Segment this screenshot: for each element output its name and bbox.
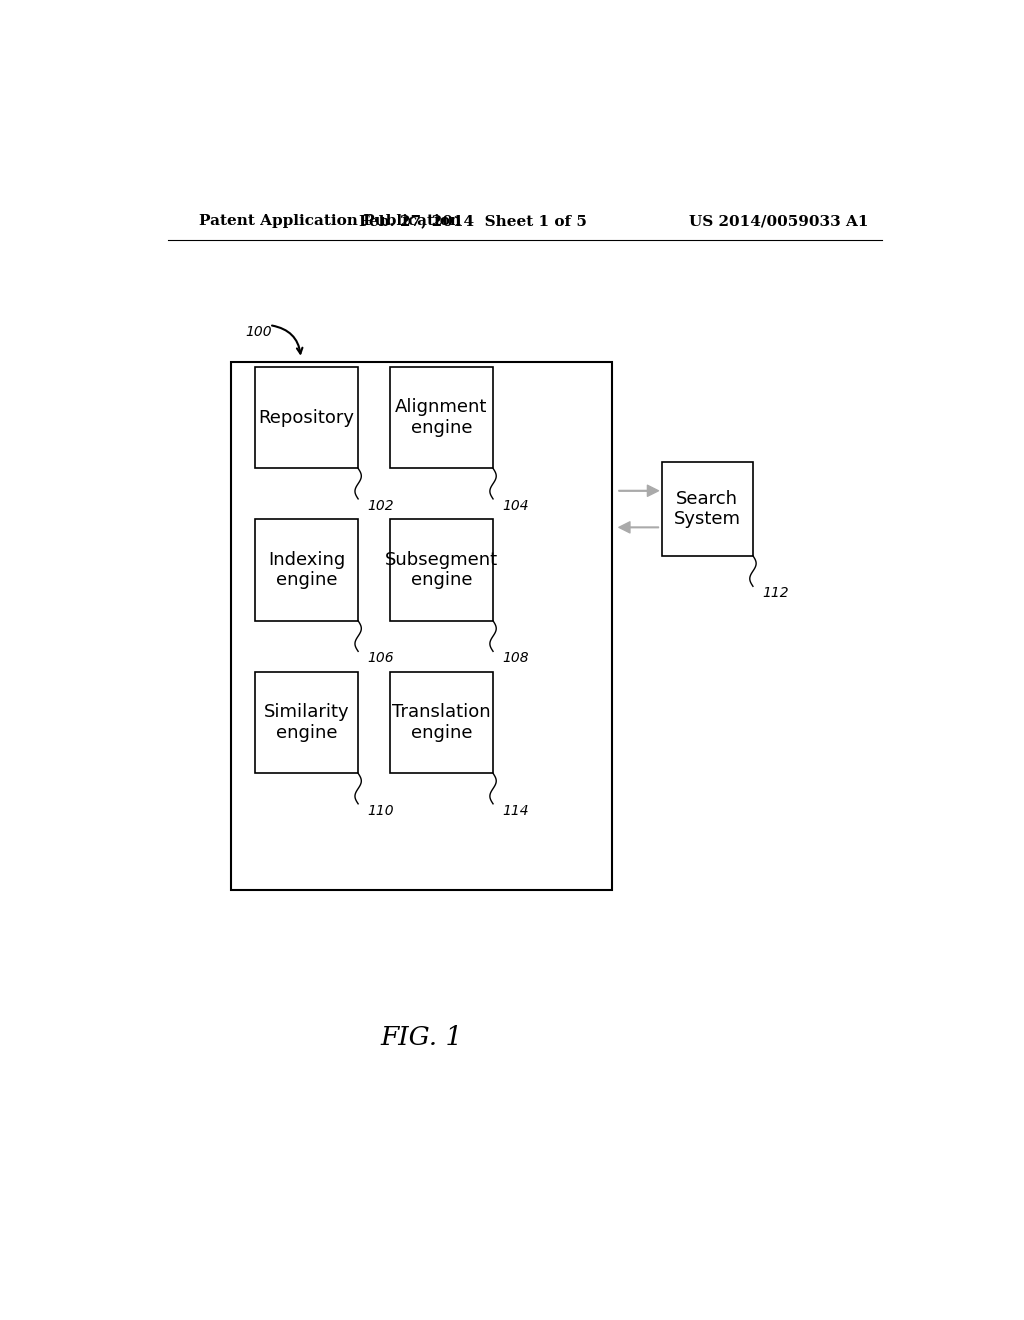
Text: 102: 102 xyxy=(368,499,394,513)
Text: 108: 108 xyxy=(503,651,529,665)
Bar xyxy=(255,519,358,620)
Text: Search
System: Search System xyxy=(674,490,740,528)
Text: Translation
engine: Translation engine xyxy=(392,704,490,742)
Text: Feb. 27, 2014  Sheet 1 of 5: Feb. 27, 2014 Sheet 1 of 5 xyxy=(359,214,587,228)
Bar xyxy=(390,519,494,620)
Bar xyxy=(390,672,494,774)
Text: 104: 104 xyxy=(503,499,529,513)
Text: 112: 112 xyxy=(763,586,790,601)
Bar xyxy=(390,367,494,469)
Text: Patent Application Publication: Patent Application Publication xyxy=(200,214,462,228)
Bar xyxy=(255,367,358,469)
FancyArrowPatch shape xyxy=(618,486,658,496)
Text: Repository: Repository xyxy=(258,409,354,426)
Bar xyxy=(662,462,753,556)
Text: Similarity
engine: Similarity engine xyxy=(264,704,349,742)
Bar xyxy=(255,672,358,774)
Text: US 2014/0059033 A1: US 2014/0059033 A1 xyxy=(689,214,868,228)
FancyArrowPatch shape xyxy=(618,521,658,533)
Text: Alignment
engine: Alignment engine xyxy=(395,399,487,437)
Bar xyxy=(231,362,612,890)
Text: Subsegment
engine: Subsegment engine xyxy=(385,550,498,590)
Text: FIG. 1: FIG. 1 xyxy=(381,1026,463,1051)
Text: 110: 110 xyxy=(368,804,394,818)
Text: 100: 100 xyxy=(246,325,272,339)
Text: Indexing
engine: Indexing engine xyxy=(268,550,345,590)
Text: 106: 106 xyxy=(368,651,394,665)
Text: 114: 114 xyxy=(503,804,529,818)
